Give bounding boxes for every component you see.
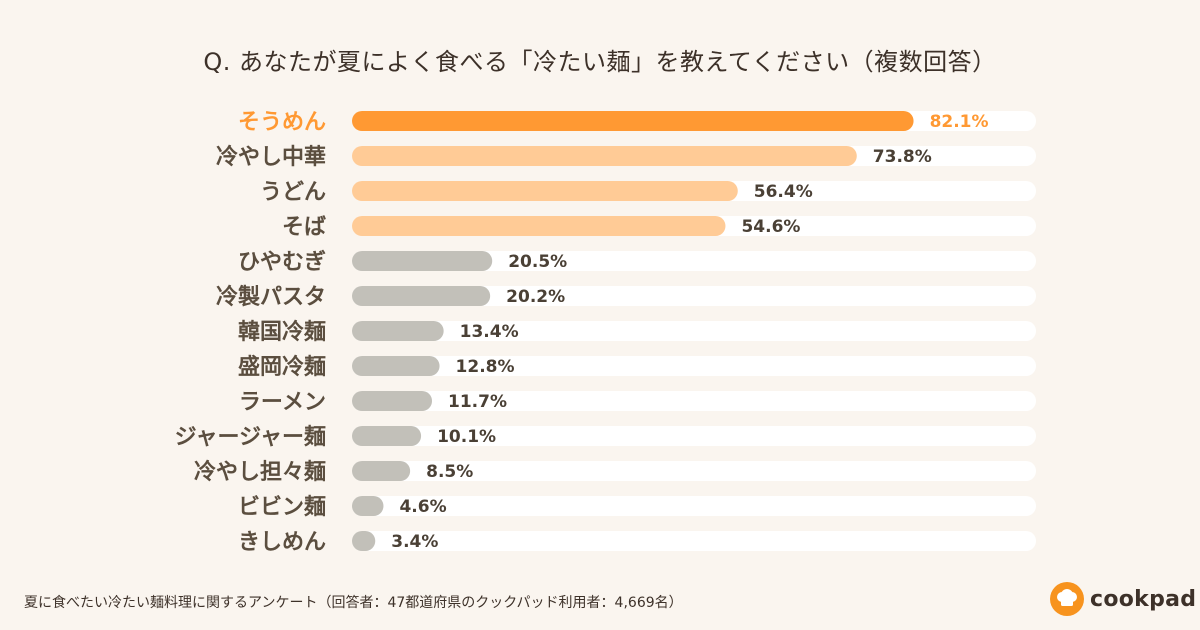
- value-label: 4.6%: [399, 497, 446, 517]
- bar-track: [352, 531, 1036, 551]
- bar-track: [352, 461, 1036, 481]
- value-label: 11.7%: [448, 392, 507, 412]
- category-label: そば: [282, 215, 326, 240]
- bar-track: [352, 496, 1036, 516]
- value-label: 3.4%: [391, 532, 438, 552]
- value-label: 8.5%: [426, 462, 473, 482]
- bar: [352, 531, 376, 551]
- bar-track: [352, 286, 1036, 306]
- value-label: 13.4%: [460, 322, 519, 342]
- value-label: 10.1%: [437, 427, 496, 447]
- bar: [352, 286, 491, 306]
- bar: [352, 321, 444, 341]
- category-label: ジャージャー麺: [175, 424, 326, 450]
- value-label: 12.8%: [456, 357, 515, 377]
- bar-track: [352, 321, 1036, 341]
- bar-track: [352, 356, 1036, 376]
- chef-hat-icon: [1050, 582, 1084, 616]
- value-label: 54.6%: [741, 217, 800, 237]
- bar: [352, 216, 726, 236]
- value-label: 20.2%: [506, 287, 565, 307]
- cookpad-logo: cookpad: [1050, 582, 1196, 616]
- bar: [352, 111, 914, 131]
- value-label: 20.5%: [508, 252, 567, 272]
- category-label: 冷やし担々麺: [194, 459, 326, 485]
- category-label: ひやむぎ: [238, 249, 326, 275]
- category-label: 韓国冷麺: [238, 319, 326, 345]
- bar: [352, 146, 857, 166]
- bar: [352, 426, 422, 446]
- category-label: ビビン麺: [238, 494, 326, 520]
- logo-text: cookpad: [1090, 586, 1197, 612]
- category-label: うどん: [260, 180, 326, 205]
- bar: [352, 391, 433, 411]
- category-label: 冷やし中華: [216, 144, 326, 170]
- bar-track: [352, 391, 1036, 411]
- value-label: 73.8%: [873, 147, 932, 167]
- value-label: 56.4%: [754, 182, 813, 202]
- bar: [352, 461, 411, 481]
- chart-title: Q. あなたが夏によく食べる「冷たい麺」を教えてください（複数回答）: [203, 48, 997, 76]
- category-label: ラーメン: [239, 390, 326, 415]
- category-label: 盛岡冷麺: [238, 354, 326, 380]
- bar-track: [352, 426, 1036, 446]
- bar: [352, 251, 493, 271]
- bar: [352, 181, 738, 201]
- category-label: きしめん: [238, 530, 326, 555]
- bar-track: [352, 251, 1036, 271]
- survey-footnote: 夏に食べたい冷たい麺料理に関するアンケート（回答者：47都道府県のクックパッド利…: [24, 595, 683, 611]
- bar: [352, 356, 440, 376]
- value-label: 82.1%: [930, 112, 989, 132]
- bar: [352, 496, 384, 516]
- category-label: 冷製パスタ: [216, 284, 326, 310]
- category-label: そうめん: [238, 110, 326, 135]
